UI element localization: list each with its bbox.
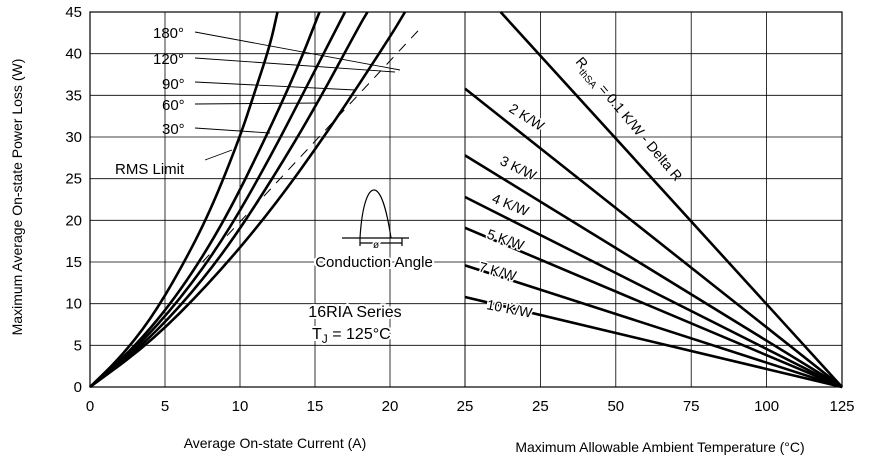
kw-label-4: 4 K/W — [490, 190, 532, 219]
curve-30deg — [89, 11, 407, 389]
x-tick-label-left: 5 — [161, 398, 169, 415]
kw-line — [464, 226, 843, 389]
y-tick-label: 0 — [74, 379, 82, 396]
curve-60deg — [89, 11, 369, 389]
y-tick-label: 30 — [65, 129, 82, 146]
x-axis-label-left: Average On-state Current (A) — [184, 435, 367, 451]
y-axis-label: Maximum Average On-state Power Loss (W) — [9, 59, 25, 336]
conduction-angle-icon — [342, 189, 409, 246]
tj-value: = 125°C — [328, 326, 391, 343]
kw-label-10: 10 K/W — [485, 296, 534, 321]
curve-120deg — [89, 11, 321, 388]
y-tick-label: 40 — [65, 46, 82, 63]
legend-label-90: 90° — [162, 76, 185, 93]
legend-label-30: 30° — [162, 121, 185, 138]
y-tick-label: 25 — [65, 171, 82, 188]
rthsa-suffix: = 0.1 K/W - Delta R — [593, 78, 686, 184]
x-tick-label-right: 125 — [829, 398, 854, 415]
y-tick-label: 35 — [65, 87, 82, 104]
tj-subscript: J — [322, 332, 328, 346]
kw-line — [464, 264, 843, 389]
conduction-angle-label: Conduction Angle — [315, 254, 433, 271]
leader-line — [194, 57, 396, 73]
x-axis-label-right: Maximum Allowable Ambient Temperature (°… — [515, 439, 804, 455]
leader-line — [194, 127, 271, 134]
y-tick-label: 20 — [65, 212, 82, 229]
kw-line — [464, 87, 843, 389]
y-tick-label: 5 — [74, 337, 82, 354]
x-tick-label-left: 25 — [457, 398, 474, 415]
kw-line — [464, 154, 843, 389]
x-tick-label-right: 100 — [754, 398, 779, 415]
leader-line — [204, 149, 233, 161]
x-tick-label-left: 0 — [86, 398, 94, 415]
x-tick-label-left: 10 — [232, 398, 249, 415]
curve-180deg — [89, 11, 279, 388]
tick-labels: 0 5 10 15 20 25 30 35 40 45 0 5 10 15 20 25 25 50 75 100 125 — [65, 4, 854, 415]
left-series-group — [89, 11, 421, 389]
tj-label: TJ = 125°C — [312, 326, 391, 346]
kw-line — [464, 295, 843, 389]
legend-label-180: 180° — [153, 25, 184, 42]
series-title: 16RIA Series — [308, 304, 401, 321]
x-tick-label-right: 50 — [607, 398, 624, 415]
x-tick-label-left: 15 — [307, 398, 324, 415]
plot-frame — [89, 11, 843, 388]
right-series-group — [464, 11, 843, 389]
x-tick-label-right: 25 — [532, 398, 549, 415]
tj-prefix: T — [312, 326, 322, 343]
leader-line — [194, 102, 319, 105]
leader-line — [194, 81, 356, 91]
left-legend: 180° 120° 90° 60° 30° RMS Limit — [115, 25, 185, 178]
x-tick-label-right: 75 — [683, 398, 700, 415]
curve-90deg — [89, 11, 347, 388]
y-tick-label: 15 — [65, 254, 82, 271]
y-tick-label: 45 — [65, 4, 82, 21]
rthsa-label: RthSA = 0.1 K/W - Delta R — [570, 54, 686, 187]
frame-rect — [89, 11, 843, 388]
rms-limit-label: RMS Limit — [115, 161, 185, 178]
leader-line — [194, 31, 401, 71]
kw-line — [499, 11, 843, 388]
legend-label-120: 120° — [153, 51, 184, 68]
kw-label-2: 2 K/W — [506, 100, 547, 134]
kw-label-5: 5 K/W — [485, 226, 527, 254]
x-tick-label-left: 20 — [382, 398, 399, 415]
kw-line — [464, 195, 843, 389]
phi-symbol: ø — [373, 240, 379, 251]
y-tick-label: 10 — [65, 296, 82, 313]
legend-label-60: 60° — [162, 97, 185, 114]
